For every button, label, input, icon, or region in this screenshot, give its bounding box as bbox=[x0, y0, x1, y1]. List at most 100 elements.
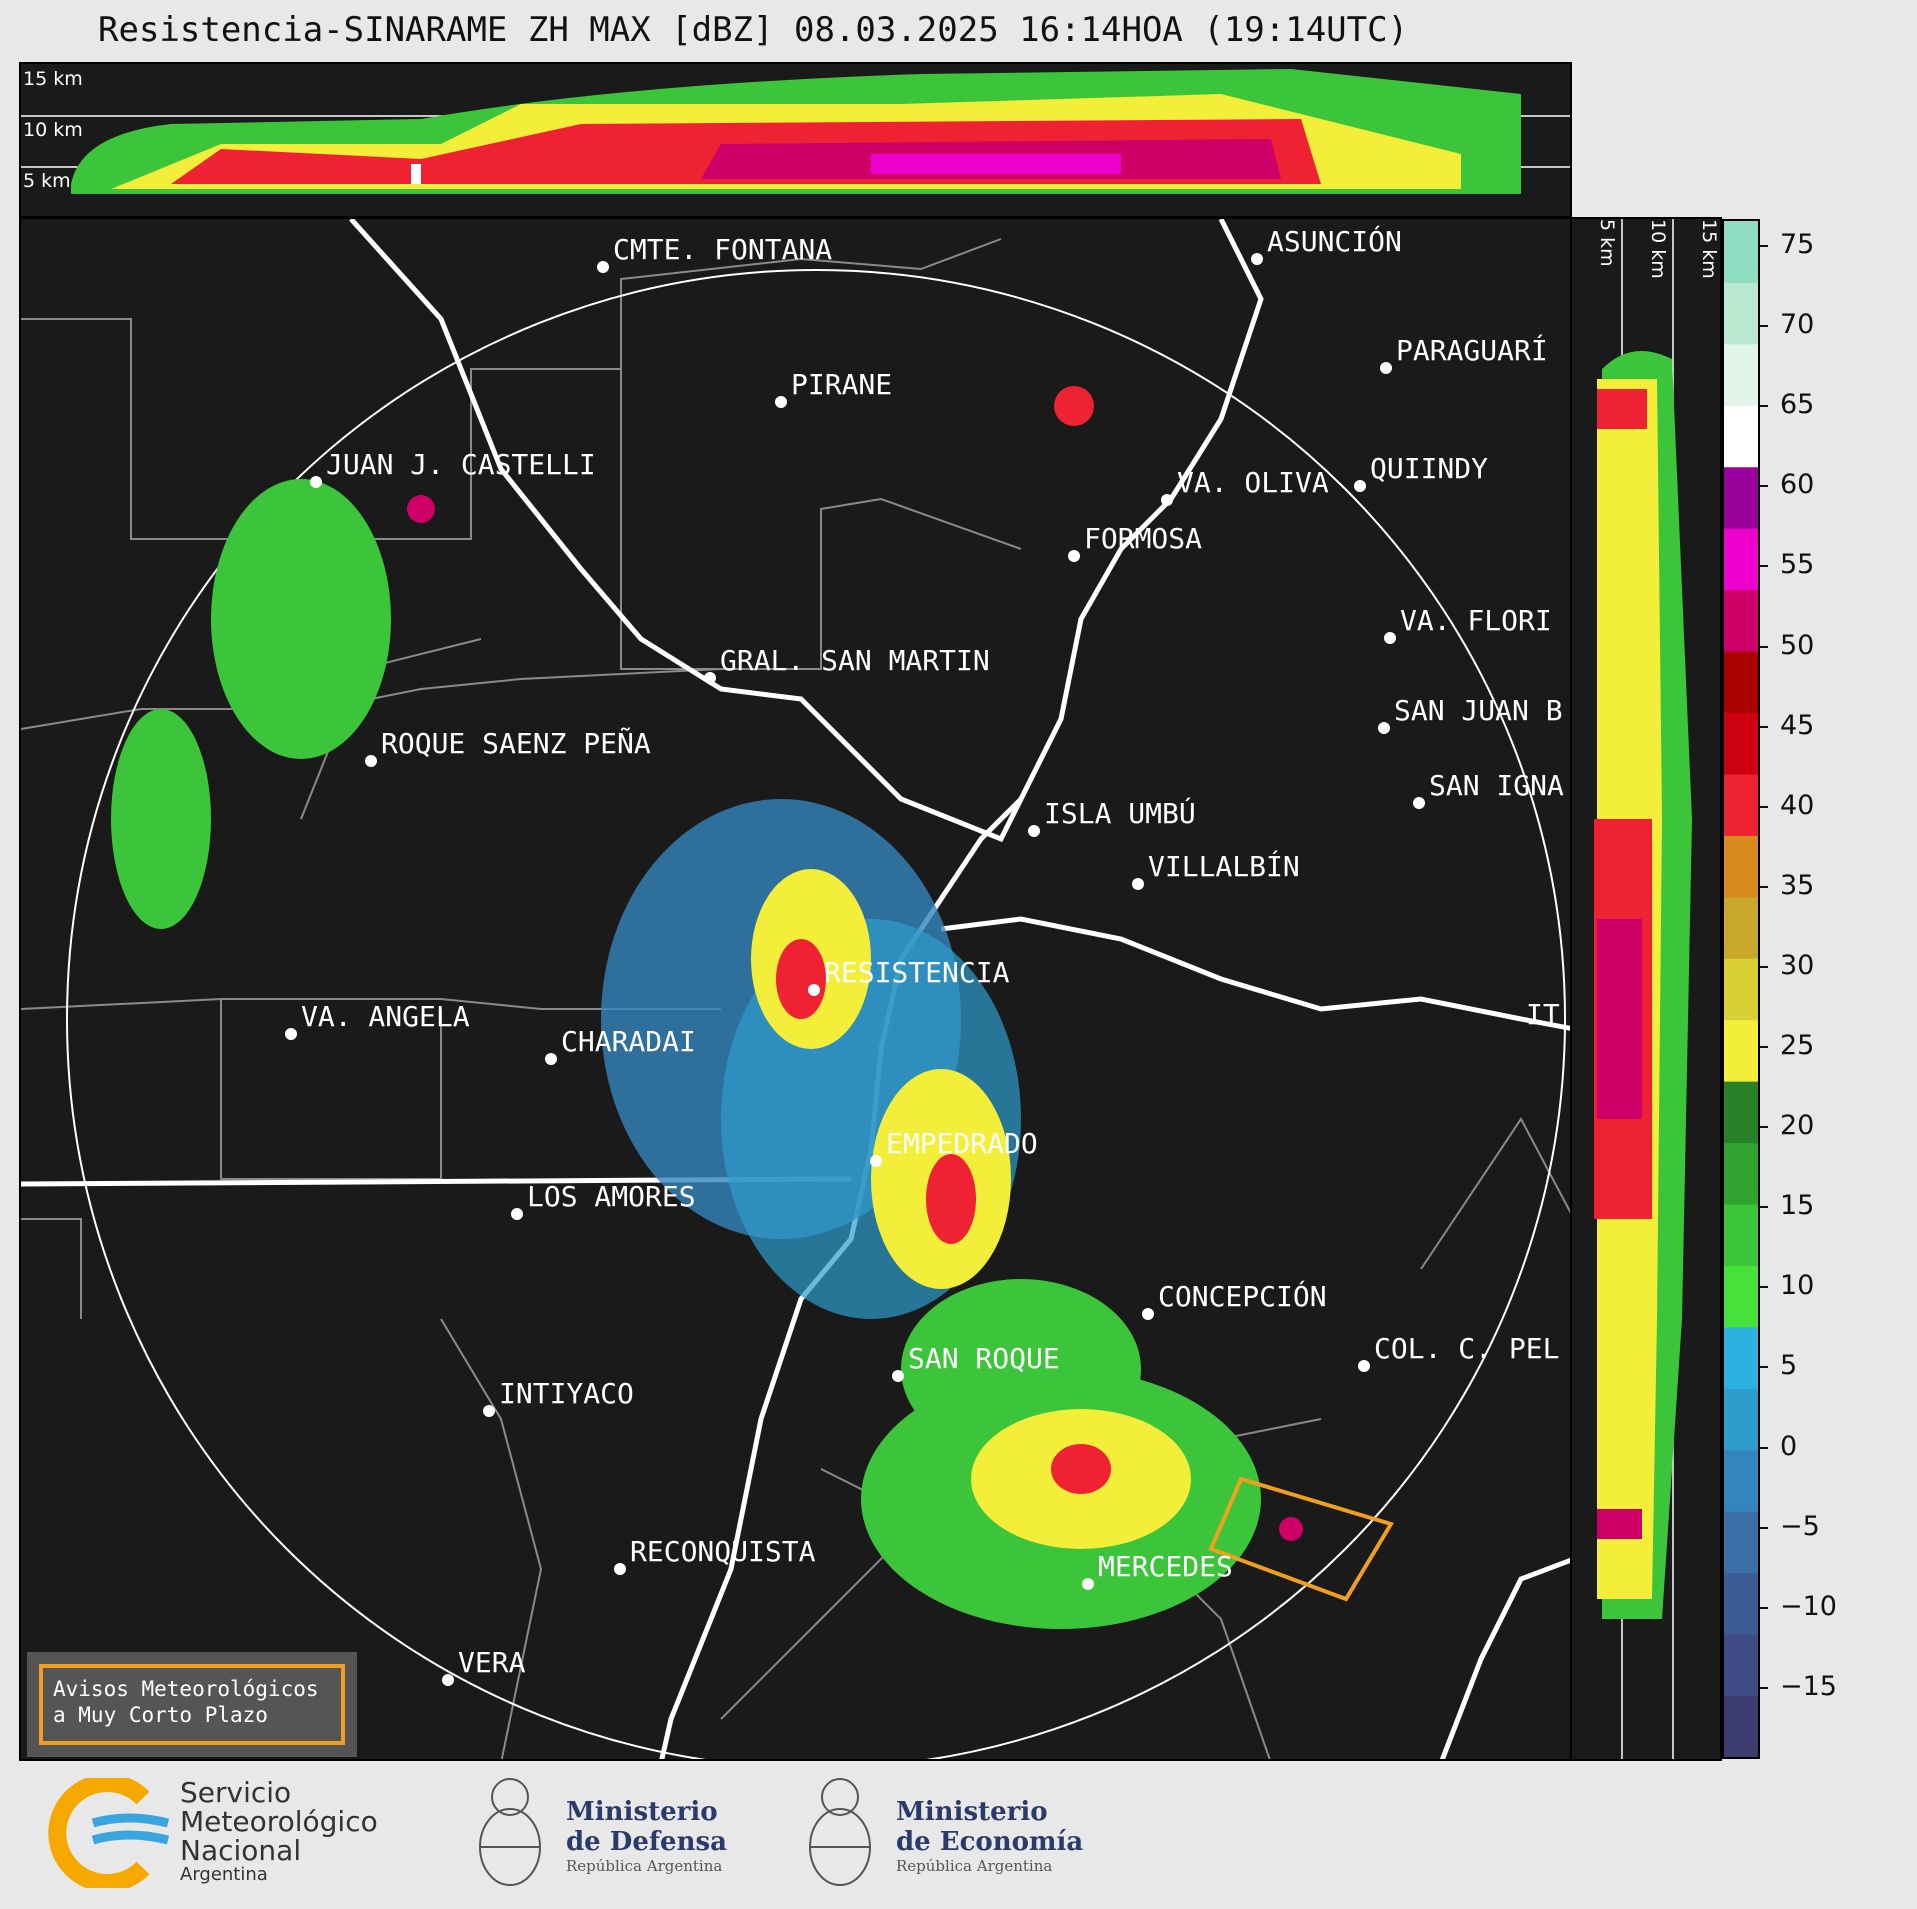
radar-map: CMTE. FONTANA PIRANE JUAN J. CASTELLI AS… bbox=[19, 217, 1572, 1761]
colorbar-swatch bbox=[1724, 1265, 1758, 1328]
colorbar-tick-label: 60 bbox=[1780, 469, 1815, 501]
colorbar-tick-label: 65 bbox=[1780, 389, 1815, 421]
colorbar-swatch bbox=[1724, 1572, 1758, 1635]
colorbar-swatch bbox=[1724, 405, 1758, 468]
colorbar-tick-label: 75 bbox=[1780, 229, 1815, 260]
colorbar-tick-mark bbox=[1760, 1686, 1768, 1689]
city-label: CMTE. FONTANA bbox=[613, 233, 832, 266]
colorbar-swatch bbox=[1724, 221, 1758, 283]
colorbar-tick-mark bbox=[1760, 1606, 1768, 1609]
smn-line-4: Argentina bbox=[180, 1864, 268, 1885]
colorbar-tick-label: 45 bbox=[1780, 709, 1815, 741]
city-label: VA. ANGELA bbox=[301, 1000, 470, 1033]
colorbar-swatch bbox=[1724, 773, 1758, 836]
colorbar-tick-mark bbox=[1760, 1206, 1768, 1209]
radar-map-svg: CMTE. FONTANA PIRANE JUAN J. CASTELLI AS… bbox=[21, 219, 1570, 1759]
colorbar-tick-label: 55 bbox=[1780, 549, 1815, 581]
smn-logo-icon bbox=[48, 1778, 170, 1888]
city-label: VA. FLORI bbox=[1400, 604, 1552, 637]
colorbar-tick-label: 30 bbox=[1780, 949, 1815, 981]
economia-shield-icon bbox=[809, 1778, 871, 1886]
radar-echoes bbox=[111, 386, 1303, 1629]
colorbar-tick-label: −15 bbox=[1780, 1670, 1837, 1702]
warning-line-2: a Muy Corto Plazo bbox=[53, 1703, 268, 1727]
city-label: SAN IGNA bbox=[1429, 769, 1564, 802]
economia-line-3: República Argentina bbox=[896, 1857, 1053, 1875]
colorbar-swatch bbox=[1724, 896, 1758, 959]
colorbar-tick-mark bbox=[1760, 965, 1768, 968]
colorbar-swatch bbox=[1724, 958, 1758, 1021]
city-label: VA. OLIVA bbox=[1177, 466, 1329, 499]
top-cross-section: 15 km 10 km 5 km bbox=[19, 62, 1572, 218]
city-label: COL. C. PEL bbox=[1374, 1332, 1559, 1365]
colorbar-swatch bbox=[1724, 712, 1758, 775]
side-height-10km: 10 km bbox=[1647, 219, 1669, 279]
colorbar-tick-label: 15 bbox=[1780, 1190, 1815, 1222]
side-height-5km: 5 km bbox=[1596, 219, 1618, 267]
city-label: RESISTENCIA bbox=[824, 956, 1010, 989]
defensa-line-3: República Argentina bbox=[566, 1857, 723, 1875]
colorbar-swatch bbox=[1724, 1142, 1758, 1205]
colorbar-swatch bbox=[1724, 282, 1758, 345]
city-label: LOS AMORES bbox=[527, 1180, 696, 1213]
city-label: MERCEDES bbox=[1098, 1550, 1233, 1583]
colorbar-tick-mark bbox=[1760, 1446, 1768, 1449]
colorbar-swatch bbox=[1724, 1511, 1758, 1574]
colorbar-tick-label: −10 bbox=[1780, 1590, 1837, 1622]
colorbar-tick-label: 40 bbox=[1780, 789, 1815, 821]
smn-line-3: Nacional bbox=[180, 1834, 302, 1867]
colorbar-swatch bbox=[1724, 1634, 1758, 1697]
city-label: PIRANE bbox=[791, 368, 892, 401]
colorbar-tick-mark bbox=[1760, 325, 1768, 328]
colorbar-tick-mark bbox=[1760, 1366, 1768, 1369]
colorbar-swatch bbox=[1724, 1081, 1758, 1144]
city-label: ISLA UMBÚ bbox=[1044, 796, 1196, 830]
city-label: FORMOSA bbox=[1084, 522, 1202, 555]
colorbar-swatch bbox=[1724, 651, 1758, 714]
colorbar-tick-label: 25 bbox=[1780, 1030, 1815, 1061]
colorbar-tick-mark bbox=[1760, 725, 1768, 728]
colorbar-tick-mark bbox=[1760, 565, 1768, 568]
colorbar-tick-label: 0 bbox=[1780, 1430, 1798, 1462]
city-label: RECONQUISTA bbox=[630, 1535, 816, 1568]
defensa-line-2: de Defensa bbox=[566, 1827, 727, 1857]
smn-line-2: Meteorológico bbox=[180, 1805, 378, 1838]
colorbar-swatch bbox=[1724, 1388, 1758, 1451]
economia-line-1: Ministerio bbox=[896, 1797, 1048, 1827]
colorbar-tick-mark bbox=[1760, 1046, 1768, 1048]
defensa-line-1: Ministerio bbox=[566, 1797, 718, 1827]
colorbar-tick-mark bbox=[1760, 805, 1768, 808]
colorbar-tick-label: 20 bbox=[1780, 1110, 1815, 1142]
city-label: SAN JUAN B bbox=[1394, 694, 1563, 727]
top-height-15km: 15 km bbox=[23, 68, 83, 90]
colorbar-tick-mark bbox=[1760, 405, 1768, 408]
range-ring bbox=[66, 269, 1566, 1759]
colorbar-tick-mark bbox=[1760, 1126, 1768, 1129]
defensa-shield-icon bbox=[479, 1778, 541, 1886]
colorbar-swatches bbox=[1724, 221, 1758, 1758]
top-height-10km: 10 km bbox=[23, 119, 83, 141]
colorbar-swatch bbox=[1724, 1019, 1758, 1082]
city-label: CHARADAI bbox=[561, 1025, 696, 1058]
colorbar-tick-mark bbox=[1760, 885, 1768, 888]
warning-legend-frame: Avisos Meteorológicos a Muy Corto Plazo bbox=[39, 1664, 345, 1745]
warning-polygon bbox=[1208, 1476, 1395, 1602]
colorbar-tick-label: 70 bbox=[1780, 309, 1815, 341]
colorbar-tick-mark bbox=[1760, 1286, 1768, 1289]
colorbar-tick-mark bbox=[1760, 485, 1768, 488]
city-label: ASUNCIÓN bbox=[1267, 224, 1402, 258]
city-label: VERA bbox=[458, 1646, 526, 1679]
warning-legend: Avisos Meteorológicos a Muy Corto Plazo bbox=[27, 1652, 357, 1757]
city-label: SAN ROQUE bbox=[908, 1342, 1060, 1375]
city-label: IT bbox=[1526, 998, 1560, 1031]
city-label: ROQUE SAENZ PEÑA bbox=[381, 726, 651, 760]
top-cross-section-echoes bbox=[21, 69, 1570, 194]
colorbar-swatch bbox=[1724, 1204, 1758, 1266]
warning-line-1: Avisos Meteorológicos bbox=[53, 1677, 319, 1701]
colorbar-tick-mark bbox=[1760, 1526, 1768, 1529]
colorbar-tick-label: 5 bbox=[1780, 1350, 1798, 1382]
colorbar bbox=[1722, 219, 1760, 1759]
city-label: EMPEDRADO bbox=[886, 1127, 1038, 1160]
smn-line-1: Servicio bbox=[180, 1776, 292, 1809]
colorbar-tick-label: 50 bbox=[1780, 629, 1815, 661]
